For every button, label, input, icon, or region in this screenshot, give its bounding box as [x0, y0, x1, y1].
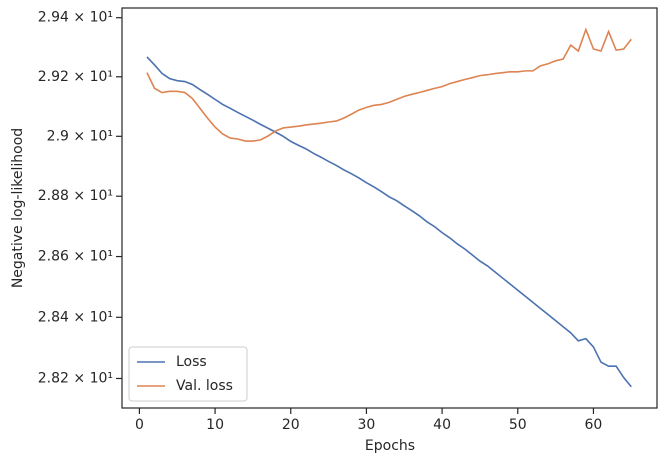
- x-tick-label: 20: [282, 417, 300, 433]
- x-axis-label: Epochs: [365, 438, 415, 454]
- legend-label: Loss: [176, 354, 207, 370]
- y-tick-label: 2.82 × 10¹: [38, 370, 113, 386]
- y-tick-label: 2.86 × 10¹: [38, 249, 113, 265]
- y-tick-label: 2.88 × 10¹: [38, 188, 113, 204]
- line: [146, 27, 632, 142]
- x-tick-label: 0: [135, 417, 144, 433]
- y-tick-label: 2.84 × 10¹: [38, 309, 113, 325]
- legend-box: [128, 346, 248, 402]
- y-tick-label: 2.92 × 10¹: [38, 69, 113, 85]
- legend-label: Val. loss: [176, 378, 233, 394]
- x-tick-label: 10: [206, 417, 224, 433]
- x-tick-label: 60: [585, 417, 603, 433]
- y-tick-label: 2.94 × 10¹: [38, 10, 113, 26]
- x-tick-label: 50: [509, 417, 527, 433]
- plot-frame: [121, 7, 658, 409]
- line: [146, 56, 632, 388]
- y-tick-label: 2.9 × 10¹: [47, 128, 113, 144]
- y-axis-label: Negative log-likelihood: [10, 128, 26, 288]
- x-tick-label: 40: [433, 417, 451, 433]
- x-tick-label: 30: [358, 417, 376, 433]
- legend: Loss Val. loss: [128, 346, 248, 402]
